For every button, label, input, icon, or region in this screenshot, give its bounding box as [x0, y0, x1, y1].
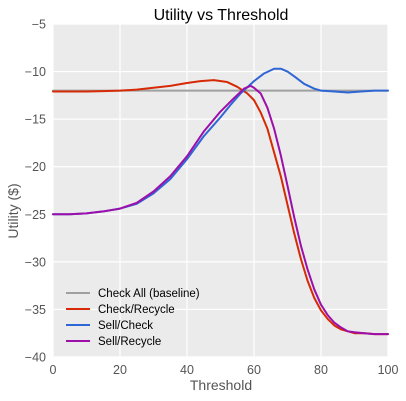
legend-label: Check All (baseline) — [98, 288, 200, 300]
y-tick-label: −10 — [25, 65, 46, 79]
x-tick-label: 20 — [113, 363, 127, 377]
x-tick-label: 80 — [314, 363, 328, 377]
series-lines — [52, 67, 389, 336]
legend-label: Check/Recycle — [98, 304, 175, 316]
y-tick-label: −40 — [25, 351, 46, 365]
legend: Check All (baseline) Check/Recycle Sell/Ch… — [66, 288, 200, 348]
legend-label: Sell/Recycle — [98, 336, 161, 348]
x-tick-label: 60 — [247, 363, 261, 377]
chart-title: Utility vs Threshold — [154, 7, 289, 24]
y-tick-label: −5 — [32, 18, 46, 32]
x-tick-label: 40 — [180, 363, 194, 377]
x-axis-label: Threshold — [190, 377, 252, 393]
y-tick-label: −20 — [25, 160, 46, 174]
legend-label: Sell/Check — [98, 320, 153, 332]
series-line-4 — [52, 84, 389, 336]
series-line-2 — [52, 79, 389, 336]
plot-background — [53, 24, 388, 357]
y-tick-labels: −40 −35 −30 −25 −20 −15 −10 −5 — [25, 18, 46, 365]
x-tick-label: 0 — [50, 363, 57, 377]
x-tick-labels: 0 20 40 60 80 100 — [50, 363, 399, 377]
y-tick-label: −35 — [25, 303, 46, 317]
x-tick-label: 100 — [378, 363, 399, 377]
grid-lines — [52, 23, 389, 358]
y-axis-label: Utility ($) — [5, 183, 21, 238]
y-tick-label: −15 — [25, 113, 46, 127]
y-tick-label: −30 — [25, 255, 46, 269]
y-tick-label: −25 — [25, 208, 46, 222]
